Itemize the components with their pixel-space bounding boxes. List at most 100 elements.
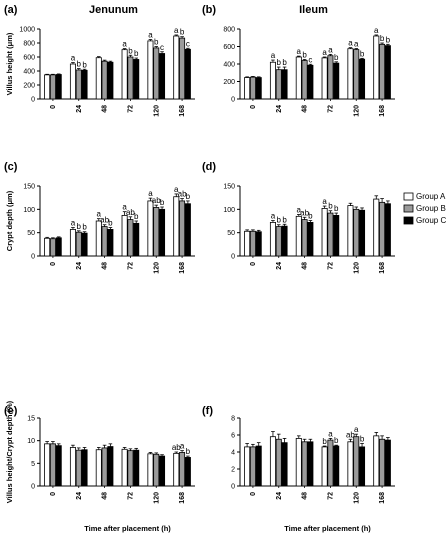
- x-tick-label: 0: [50, 262, 57, 266]
- legend-label: Group B: [416, 204, 446, 213]
- x-tick-label: 0: [250, 262, 257, 266]
- y-tick-label: 600: [223, 44, 235, 51]
- bar: [81, 69, 88, 100]
- significance-label: a: [297, 205, 302, 214]
- significance-label: a: [180, 442, 185, 451]
- y-tick-label: 150: [223, 184, 235, 191]
- bar: [81, 449, 88, 487]
- bar: [121, 214, 128, 257]
- bar: [95, 220, 102, 257]
- significance-label: a: [122, 203, 127, 212]
- bar: [384, 439, 391, 487]
- bar: [95, 449, 102, 487]
- significance-label: a: [328, 45, 333, 54]
- bar: [173, 452, 180, 487]
- bar: [81, 232, 88, 257]
- bar: [353, 49, 360, 100]
- bar: [333, 445, 340, 487]
- bar: [101, 226, 108, 257]
- bar: [133, 449, 140, 487]
- significance-label: c: [160, 43, 164, 52]
- significance-label: b: [282, 215, 287, 224]
- y-tick-label: 400: [23, 69, 35, 76]
- significance-label: a: [271, 51, 276, 60]
- y-tick-label: 0: [31, 484, 35, 491]
- x-tick-label: 48: [102, 105, 109, 113]
- bar: [307, 64, 314, 100]
- bar: [75, 449, 82, 487]
- bar: [295, 56, 302, 100]
- x-tick-label: 72: [327, 492, 334, 500]
- x-tick-label: 0: [250, 105, 257, 109]
- bar: [281, 225, 288, 257]
- x-tick-label: 0: [50, 492, 57, 496]
- bar: [353, 208, 360, 257]
- x-tick-label: 48: [302, 105, 309, 113]
- bar: [95, 57, 102, 100]
- bar: [321, 446, 328, 487]
- significance-label: a: [148, 31, 153, 40]
- significance-label: b: [77, 222, 82, 231]
- bar: [153, 47, 160, 100]
- x-tick-label: 120: [153, 492, 160, 504]
- significance-label: a: [322, 197, 327, 206]
- significance-label: ab: [346, 430, 355, 439]
- x-tick-label: 72: [327, 262, 334, 270]
- bar: [301, 441, 308, 487]
- significance-label: b: [328, 202, 333, 211]
- significance-label: b: [128, 46, 133, 55]
- bar: [321, 57, 328, 100]
- x-tick-label: 120: [353, 105, 360, 117]
- significance-label: a: [174, 185, 179, 194]
- bar: [44, 237, 51, 257]
- bar: [301, 219, 308, 257]
- significance-label: a: [374, 26, 379, 35]
- legend-label: Group C: [416, 216, 446, 225]
- bar: [384, 203, 391, 257]
- x-tick-label: 72: [127, 492, 134, 500]
- bar: [147, 453, 154, 487]
- x-tick-label: 120: [153, 262, 160, 274]
- bar: [69, 228, 76, 257]
- x-tick-label: 24: [76, 262, 83, 270]
- y-tick-label: 0: [231, 484, 235, 491]
- bar: [184, 203, 191, 257]
- significance-label: b: [82, 223, 87, 232]
- x-tick-label: 168: [379, 492, 386, 504]
- significance-label: ab: [300, 208, 309, 217]
- bar: [327, 55, 334, 100]
- bar: [347, 205, 354, 257]
- bar: [379, 43, 386, 100]
- bar: [244, 77, 251, 100]
- bar: [127, 450, 134, 487]
- x-tick-label: 72: [127, 262, 134, 270]
- bar: [295, 215, 302, 257]
- bar: [244, 230, 251, 257]
- y-tick-label: 800: [23, 41, 35, 48]
- bar: [127, 56, 134, 100]
- bar: [179, 452, 186, 487]
- bar: [269, 221, 276, 257]
- y-tick-label: 150: [23, 184, 35, 191]
- bar: [255, 445, 262, 487]
- y-tick-label: 0: [31, 254, 35, 261]
- panel-letter: (d): [202, 161, 216, 173]
- y-tick-label: 50: [27, 230, 35, 237]
- bar: [107, 61, 114, 100]
- x-tick-label: 24: [76, 492, 83, 500]
- bar: [133, 59, 140, 100]
- significance-label: c: [186, 39, 190, 48]
- bar: [307, 221, 314, 257]
- y-tick-label: 1000: [19, 27, 35, 34]
- significance-label: b: [308, 212, 313, 221]
- significance-label: b: [360, 435, 365, 444]
- significance-label: b: [334, 53, 339, 62]
- x-tick-label: 24: [276, 105, 283, 113]
- y-tick-label: 0: [31, 97, 35, 104]
- significance-label: b: [322, 437, 327, 446]
- bar: [295, 437, 302, 487]
- y-tick-label: 50: [227, 230, 235, 237]
- bar: [244, 446, 251, 487]
- bar: [153, 453, 160, 487]
